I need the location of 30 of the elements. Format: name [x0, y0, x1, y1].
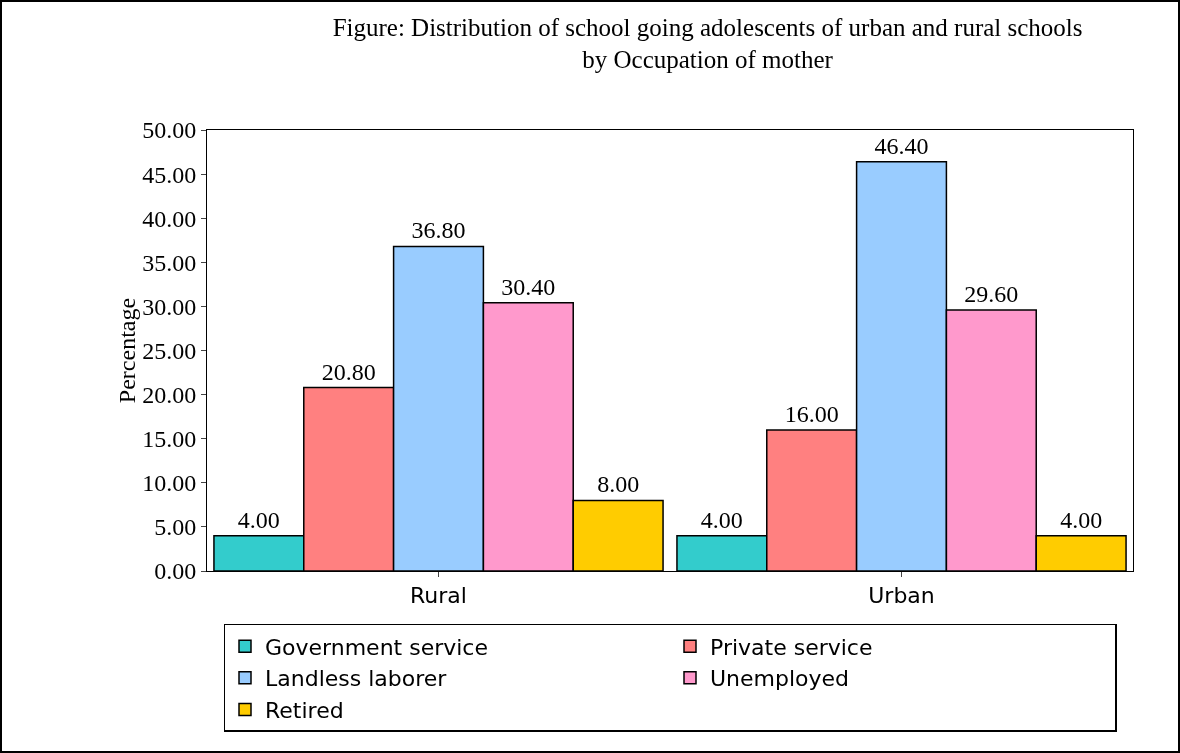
y-tick-label: 15.00	[142, 426, 197, 453]
x-tick-label: Urban	[868, 583, 935, 609]
legend-label: Landless laborer	[265, 666, 448, 692]
data-label: 20.80	[321, 358, 376, 385]
data-label: 8.00	[597, 471, 640, 498]
y-axis-title: Percentage	[114, 297, 141, 404]
y-tick-label: 30.00	[142, 293, 197, 320]
y-tick-label: 20.00	[142, 382, 197, 408]
legend-label: Private service	[710, 634, 873, 660]
legend-label: Retired	[265, 698, 344, 723]
y-tick-label: 50.00	[142, 117, 197, 144]
y-tick-label: 35.00	[142, 249, 197, 276]
data-label: 36.80	[411, 217, 466, 244]
data-label: 4.00	[700, 506, 743, 533]
chart-title: Figure: Distribution of school going adolescents of urban and rural schools by Occupation of mother	[332, 13, 1083, 74]
y-tick-label: 10.00	[142, 470, 197, 497]
data-label: 29.60	[964, 280, 1019, 307]
data-label: 16.00	[784, 400, 839, 427]
legend-label: Unemployed	[710, 666, 850, 692]
x-tick-label: Rural	[410, 583, 467, 609]
y-tick-label: 40.00	[142, 205, 197, 232]
y-tick-label: 0.00	[154, 558, 197, 585]
data-label: 30.40	[501, 273, 556, 300]
data-label: 4.00	[1060, 506, 1103, 533]
y-tick-label: 25.00	[142, 337, 197, 364]
data-label: 46.40	[874, 132, 929, 159]
y-tick-label: 5.00	[154, 514, 197, 541]
data-label: 4.00	[237, 506, 280, 533]
legend-label: Government service	[265, 634, 488, 660]
y-tick-label: 45.00	[142, 161, 197, 188]
